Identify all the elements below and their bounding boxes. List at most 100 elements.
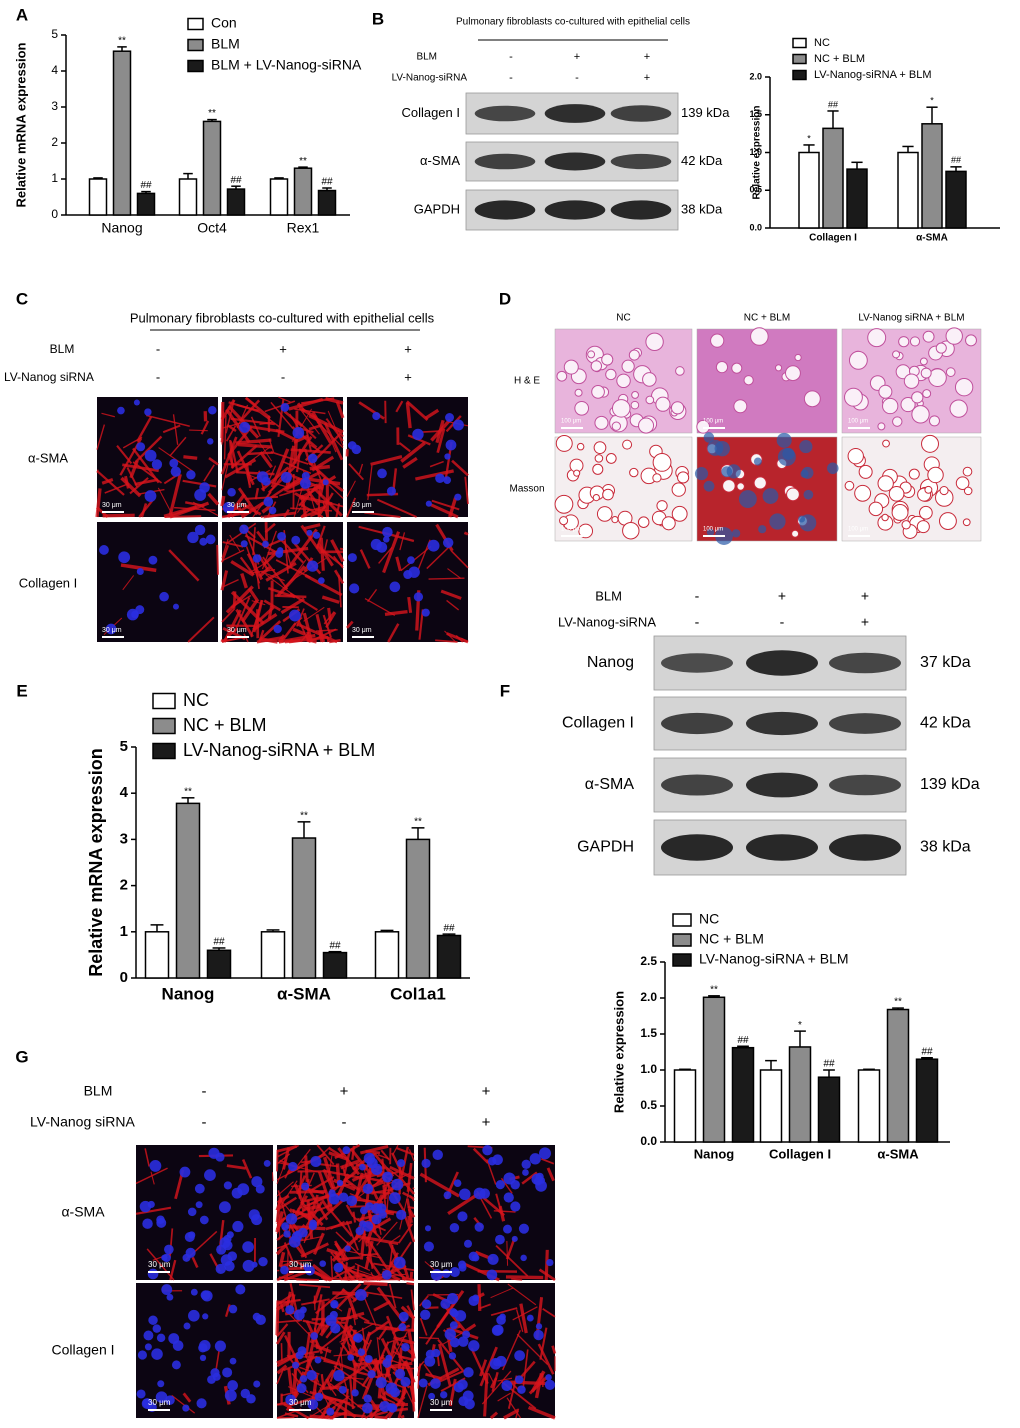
red-fiber xyxy=(299,475,337,501)
significance-marker: ** xyxy=(118,36,126,47)
red-fiber xyxy=(324,1169,359,1179)
nucleus xyxy=(157,1380,165,1388)
red-fiber xyxy=(367,465,373,501)
nucleus xyxy=(457,1260,467,1269)
red-fiber xyxy=(221,608,236,623)
red-fiber xyxy=(276,1364,288,1375)
red-fiber xyxy=(417,1363,422,1377)
red-fiber xyxy=(328,483,344,499)
nucleus xyxy=(443,1191,452,1200)
y-tick-label: 2.5 xyxy=(640,954,657,968)
red-fiber xyxy=(297,619,310,643)
nucleus xyxy=(430,1269,443,1281)
red-fiber xyxy=(129,477,149,495)
band-size: 42 kDa xyxy=(681,153,723,168)
red-fiber xyxy=(378,546,393,564)
alveolus xyxy=(642,372,657,387)
nucleus xyxy=(458,1336,469,1347)
red-fiber xyxy=(333,569,345,585)
red-fiber xyxy=(220,495,226,507)
nucleus xyxy=(338,1192,349,1202)
red-fiber xyxy=(304,1331,311,1359)
nucleus xyxy=(227,487,236,497)
legend-label: NC + BLM xyxy=(183,715,267,735)
nucleus xyxy=(251,1214,263,1226)
nucleus xyxy=(314,1356,322,1364)
bar xyxy=(897,151,919,229)
nucleus xyxy=(251,1261,258,1268)
legend-swatch xyxy=(187,59,204,73)
nucleus xyxy=(357,1348,366,1356)
red-fiber xyxy=(323,539,328,553)
red-fiber xyxy=(451,459,469,477)
nucleus xyxy=(307,453,318,464)
red-fiber xyxy=(358,1315,370,1323)
legend-swatch xyxy=(187,17,204,31)
legend-label: NC + BLM xyxy=(699,931,764,947)
collagen xyxy=(703,480,715,492)
red-fiber xyxy=(297,1196,329,1210)
red-fiber xyxy=(320,1276,350,1281)
band-size: 139 kDa xyxy=(681,105,730,120)
y-tick-label: 0.0 xyxy=(640,1134,657,1148)
red-fiber xyxy=(279,1261,293,1269)
nucleus xyxy=(222,1240,233,1251)
nucleus xyxy=(393,1256,406,1269)
nucleus xyxy=(202,1313,209,1320)
condition-sign: + xyxy=(861,588,869,604)
blot-band xyxy=(829,652,901,674)
nucleus xyxy=(296,1383,307,1394)
red-fiber xyxy=(222,578,239,588)
red-fiber xyxy=(268,514,278,518)
column-label: NC xyxy=(616,313,630,324)
alveolus xyxy=(628,349,640,361)
nucleus xyxy=(420,1309,431,1320)
red-fiber xyxy=(344,1324,360,1358)
red-fiber xyxy=(244,534,279,554)
nucleus xyxy=(210,1368,220,1378)
red-fiber xyxy=(472,1147,489,1164)
y-tick-label: 2 xyxy=(51,135,58,149)
red-fiber xyxy=(419,1317,428,1336)
red-fiber xyxy=(405,402,412,429)
collagen xyxy=(706,528,715,537)
red-fiber xyxy=(429,503,459,519)
alveolus xyxy=(903,373,920,389)
red-fiber xyxy=(182,479,217,488)
nucleus xyxy=(232,1220,244,1233)
red-fiber xyxy=(489,1377,498,1389)
nucleus xyxy=(463,1239,473,1248)
alveolus xyxy=(962,518,971,527)
y-tick-label: 0.5 xyxy=(749,185,762,195)
nucleus xyxy=(291,1361,300,1369)
red-fiber xyxy=(222,541,244,548)
nucleus xyxy=(375,1377,387,1389)
red-fiber xyxy=(329,1265,356,1281)
red-fiber xyxy=(200,420,210,435)
red-fiber xyxy=(245,397,257,407)
legend-label: LV-Nanog-siRNA + BLM xyxy=(699,951,849,967)
nucleus xyxy=(242,1259,255,1272)
nucleus xyxy=(301,471,310,481)
red-fiber xyxy=(276,1222,282,1234)
x-tick-label: Nanog xyxy=(101,220,142,236)
red-fiber xyxy=(325,418,344,442)
scale-bar-label: 30 μm xyxy=(352,627,372,634)
blot-band xyxy=(544,104,606,123)
red-fiber xyxy=(183,455,198,460)
red-fiber xyxy=(221,511,252,519)
nucleus xyxy=(403,570,413,580)
column-label: NC + BLM xyxy=(744,313,790,324)
red-fiber xyxy=(276,1319,303,1324)
red-fiber xyxy=(271,1172,274,1182)
nucleus xyxy=(252,554,262,563)
nucleus xyxy=(515,1375,524,1384)
nucleus xyxy=(359,1163,366,1171)
bar xyxy=(260,931,286,979)
scale-bar-label: 30 μm xyxy=(430,1398,453,1407)
panel-header: Pulmonary fibroblasts co-cultured with e… xyxy=(130,310,435,325)
nucleus xyxy=(164,1244,174,1255)
red-fiber xyxy=(349,1193,362,1199)
red-fiber xyxy=(415,469,454,481)
nucleus xyxy=(421,1299,432,1309)
